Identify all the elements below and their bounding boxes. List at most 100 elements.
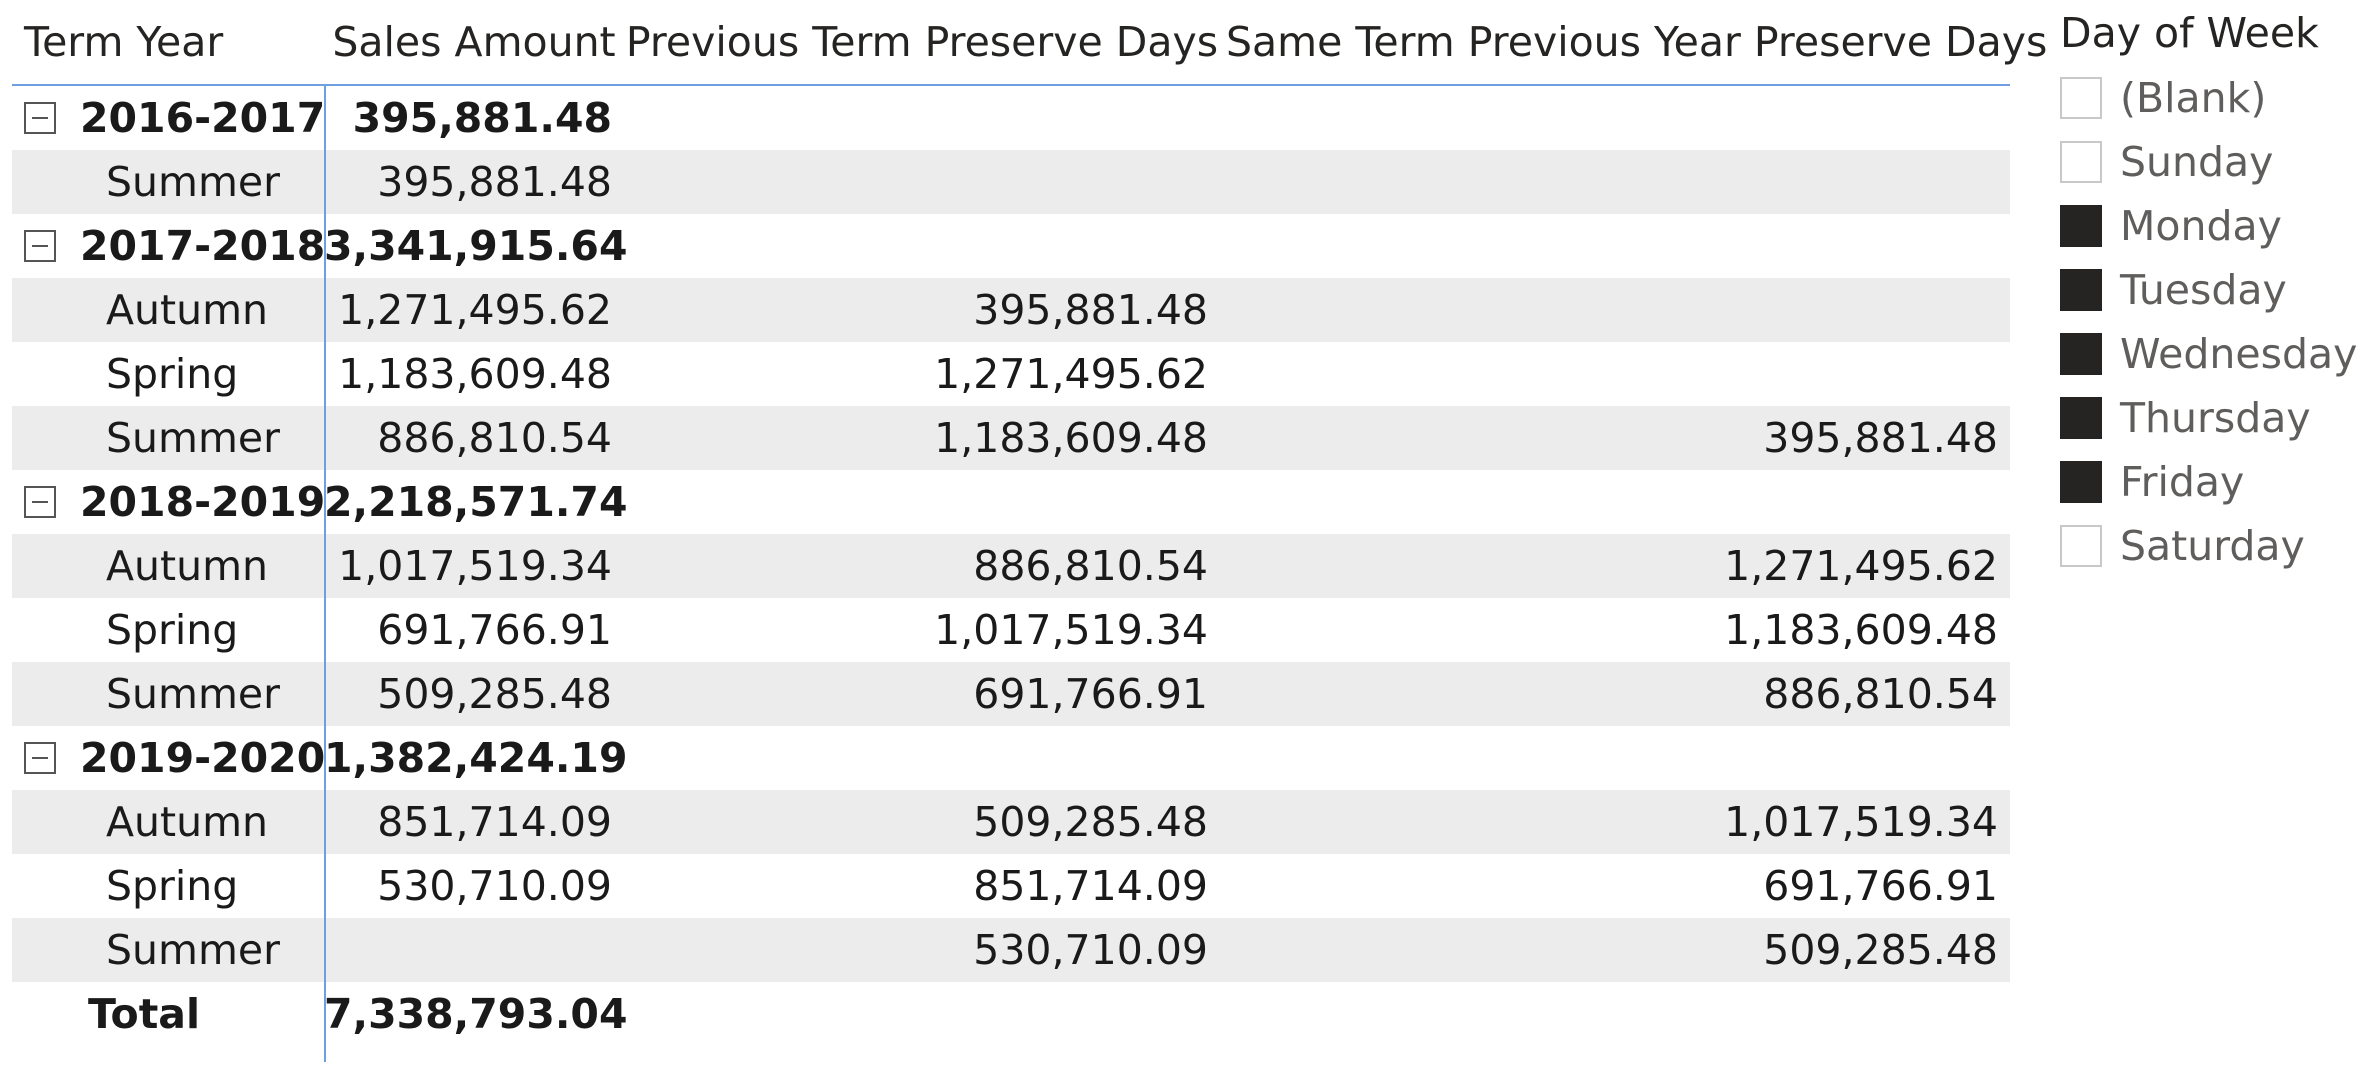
matrix-group-row: 2017-2018 3,341,915.64	[12, 214, 2010, 278]
matrix-row: Summer 395,881.48	[12, 150, 2010, 214]
collapse-minus-icon[interactable]	[24, 102, 56, 134]
row-label: Summer	[106, 670, 280, 718]
row-label: Summer	[106, 414, 280, 462]
slicer-item-label: Thursday	[2120, 394, 2311, 442]
previous-term-cell: 395,881.48	[973, 286, 1208, 334]
row-label: Spring	[106, 606, 239, 654]
same-term-previous-year-cell: 1,271,495.62	[1724, 542, 1998, 590]
previous-term-cell: 851,714.09	[973, 862, 1208, 910]
matrix-row: Autumn 1,017,519.34 886,810.54 1,271,495.62	[12, 534, 2010, 598]
slicer-item[interactable]: Wednesday	[2060, 322, 2374, 386]
previous-term-cell: 1,271,495.62	[934, 350, 1208, 398]
matrix-row: Summer 509,285.48 691,766.91 886,810.54	[12, 662, 2010, 726]
row-label: Summer	[106, 926, 280, 974]
checkbox-checked-icon[interactable]	[2060, 205, 2102, 247]
collapse-minus-icon[interactable]	[24, 742, 56, 774]
row-label: Spring	[106, 350, 239, 398]
sales-amount-cell: 851,714.09	[377, 798, 612, 846]
row-label: 2016-2017	[80, 94, 326, 142]
slicer-item-label: Sunday	[2120, 138, 2274, 186]
matrix-body: 2016-2017 395,881.48 Summer 395,881.48 2017-…	[12, 86, 2010, 1046]
row-label: 2019-2020	[80, 734, 326, 782]
row-header-cell: Summer	[12, 670, 324, 718]
matrix-group-row: 2016-2017 395,881.48	[12, 86, 2010, 150]
same-term-previous-year-cell: 1,017,519.34	[1724, 798, 1998, 846]
column-header-same-term-previous-year-preserve-days[interactable]: Same Term Previous Year Preserve Days	[1226, 18, 2048, 66]
column-header-sales-amount[interactable]: Sales Amount	[332, 18, 616, 66]
column-header-previous-term-preserve-days[interactable]: Previous Term Preserve Days	[625, 18, 1219, 66]
row-header-cell: Autumn	[12, 286, 324, 334]
checkbox-empty-icon[interactable]	[2060, 77, 2102, 119]
collapse-minus-icon[interactable]	[24, 486, 56, 518]
matrix-group-row: 2018-2019 2,218,571.74	[12, 470, 2010, 534]
checkbox-empty-icon[interactable]	[2060, 525, 2102, 567]
collapse-minus-icon[interactable]	[24, 230, 56, 262]
slicer-items: (Blank) Sunday Monday Tuesday Wednesday Thurs…	[2060, 66, 2374, 578]
row-label: Spring	[106, 862, 239, 910]
row-header-cell: Summer	[12, 926, 324, 974]
row-header-cell: Autumn	[12, 798, 324, 846]
previous-term-cell: 691,766.91	[973, 670, 1208, 718]
same-term-previous-year-cell: 395,881.48	[1763, 414, 1998, 462]
matrix-total-row: Total 7,338,793.04	[12, 982, 2010, 1046]
row-header-cell: 2017-2018	[12, 222, 326, 270]
slicer-item[interactable]: Friday	[2060, 450, 2374, 514]
sales-amount-cell: 2,218,571.74	[324, 478, 628, 526]
slicer-title: Day of Week	[2060, 9, 2319, 57]
same-term-previous-year-cell: 509,285.48	[1763, 926, 1998, 974]
sales-amount-cell: 3,341,915.64	[324, 222, 628, 270]
slicer-item[interactable]: Tuesday	[2060, 258, 2374, 322]
checkbox-checked-icon[interactable]	[2060, 397, 2102, 439]
previous-term-cell: 1,017,519.34	[934, 606, 1208, 654]
row-label: Autumn	[106, 286, 269, 334]
row-header-cell: Summer	[12, 158, 324, 206]
sales-amount-cell: 1,382,424.19	[324, 734, 628, 782]
row-label: Autumn	[106, 542, 269, 590]
matrix-visual: Term Year Sales Amount Previous Term Pre…	[12, 0, 2048, 1046]
row-header-cell: Autumn	[12, 542, 324, 590]
slicer-item-label: Friday	[2120, 458, 2245, 506]
matrix-row: Autumn 851,714.09 509,285.48 1,017,519.34	[12, 790, 2010, 854]
matrix-row: Summer 530,710.09 509,285.48	[12, 918, 2010, 982]
previous-term-cell: 530,710.09	[973, 926, 1208, 974]
row-label: Autumn	[106, 798, 269, 846]
same-term-previous-year-cell: 886,810.54	[1763, 670, 1998, 718]
matrix-row: Spring 530,710.09 851,714.09 691,766.91	[12, 854, 2010, 918]
sales-amount-cell: 691,766.91	[377, 606, 612, 654]
row-label: 2017-2018	[80, 222, 326, 270]
matrix-header-row: Term Year Sales Amount Previous Term Pre…	[12, 0, 2048, 86]
checkbox-checked-icon[interactable]	[2060, 333, 2102, 375]
slicer-item-label: Saturday	[2120, 522, 2305, 570]
row-header-cell: Summer	[12, 414, 324, 462]
row-label: 2018-2019	[80, 478, 326, 526]
sales-amount-cell: 395,881.48	[377, 158, 612, 206]
row-header-cell: Spring	[12, 862, 324, 910]
previous-term-cell: 509,285.48	[973, 798, 1208, 846]
slicer-item[interactable]: Thursday	[2060, 386, 2374, 450]
row-header-cell: 2016-2017	[12, 94, 326, 142]
matrix-group-row: 2019-2020 1,382,424.19	[12, 726, 2010, 790]
sales-amount-cell: 395,881.48	[352, 94, 612, 142]
slicer-item[interactable]: Monday	[2060, 194, 2374, 258]
column-header-term-year[interactable]: Term Year	[24, 18, 224, 66]
checkbox-checked-icon[interactable]	[2060, 269, 2102, 311]
checkbox-empty-icon[interactable]	[2060, 141, 2102, 183]
slicer-item[interactable]: (Blank)	[2060, 66, 2374, 130]
row-label: Summer	[106, 158, 280, 206]
day-of-week-slicer: Day of Week (Blank) Sunday Monday Tuesday We…	[2060, 0, 2374, 578]
sales-amount-cell: 7,338,793.04	[324, 990, 628, 1038]
same-term-previous-year-cell: 1,183,609.48	[1724, 606, 1998, 654]
row-header-cell: Spring	[12, 350, 324, 398]
row-label: Total	[88, 990, 201, 1038]
slicer-item[interactable]: Sunday	[2060, 130, 2374, 194]
matrix-row: Summer 886,810.54 1,183,609.48 395,881.48	[12, 406, 2010, 470]
same-term-previous-year-cell: 691,766.91	[1763, 862, 1998, 910]
slicer-item[interactable]: Saturday	[2060, 514, 2374, 578]
slicer-item-label: Wednesday	[2120, 330, 2358, 378]
matrix-row: Autumn 1,271,495.62 395,881.48	[12, 278, 2010, 342]
row-header-cell: Total	[12, 990, 324, 1038]
previous-term-cell: 1,183,609.48	[934, 414, 1208, 462]
checkbox-checked-icon[interactable]	[2060, 461, 2102, 503]
row-header-divider	[324, 86, 326, 1062]
sales-amount-cell: 1,017,519.34	[338, 542, 612, 590]
